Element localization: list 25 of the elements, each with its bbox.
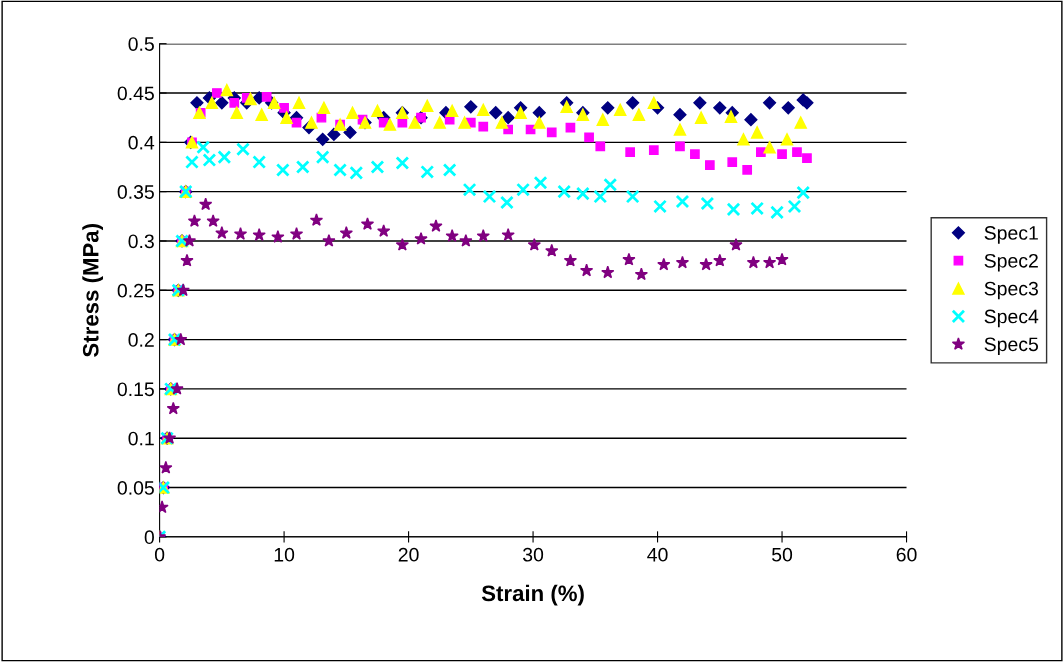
y-axis-title: Stress (MPa) (82, 224, 104, 357)
y-tick-label: 0.1 (128, 431, 154, 446)
x-tick-label: 10 (274, 547, 295, 562)
x-tick-label: 40 (647, 547, 668, 562)
y-tick-label: 0.25 (117, 283, 154, 298)
y-tick-label: 0.2 (128, 333, 154, 347)
legend-label: Spec3 (984, 281, 1038, 300)
legend-label: Spec5 (984, 337, 1039, 356)
y-tick-label: 0.05 (117, 481, 154, 495)
legend-label: Spec1 (984, 226, 1038, 244)
x-tick-label: 0 (154, 547, 165, 562)
y-tick-label: 0.3 (128, 234, 154, 249)
y-tick-label: 0 (144, 530, 154, 545)
y-tick-label: 0.5 (128, 37, 154, 51)
x-axis-title: Strain (%) (481, 584, 584, 606)
y-tick-label: 0.45 (117, 86, 154, 101)
x-tick-label: 30 (522, 547, 544, 562)
y-tick-label: 0.35 (117, 185, 154, 199)
y-tick-label: 0.15 (117, 382, 154, 397)
legend-label: Spec2 (984, 253, 1038, 272)
x-tick-label: 60 (896, 547, 917, 562)
y-tick-label: 0.4 (128, 135, 155, 150)
x-tick-label: 50 (772, 547, 793, 562)
x-tick-label: 20 (398, 547, 419, 562)
legend-label: Spec4 (984, 309, 1039, 328)
